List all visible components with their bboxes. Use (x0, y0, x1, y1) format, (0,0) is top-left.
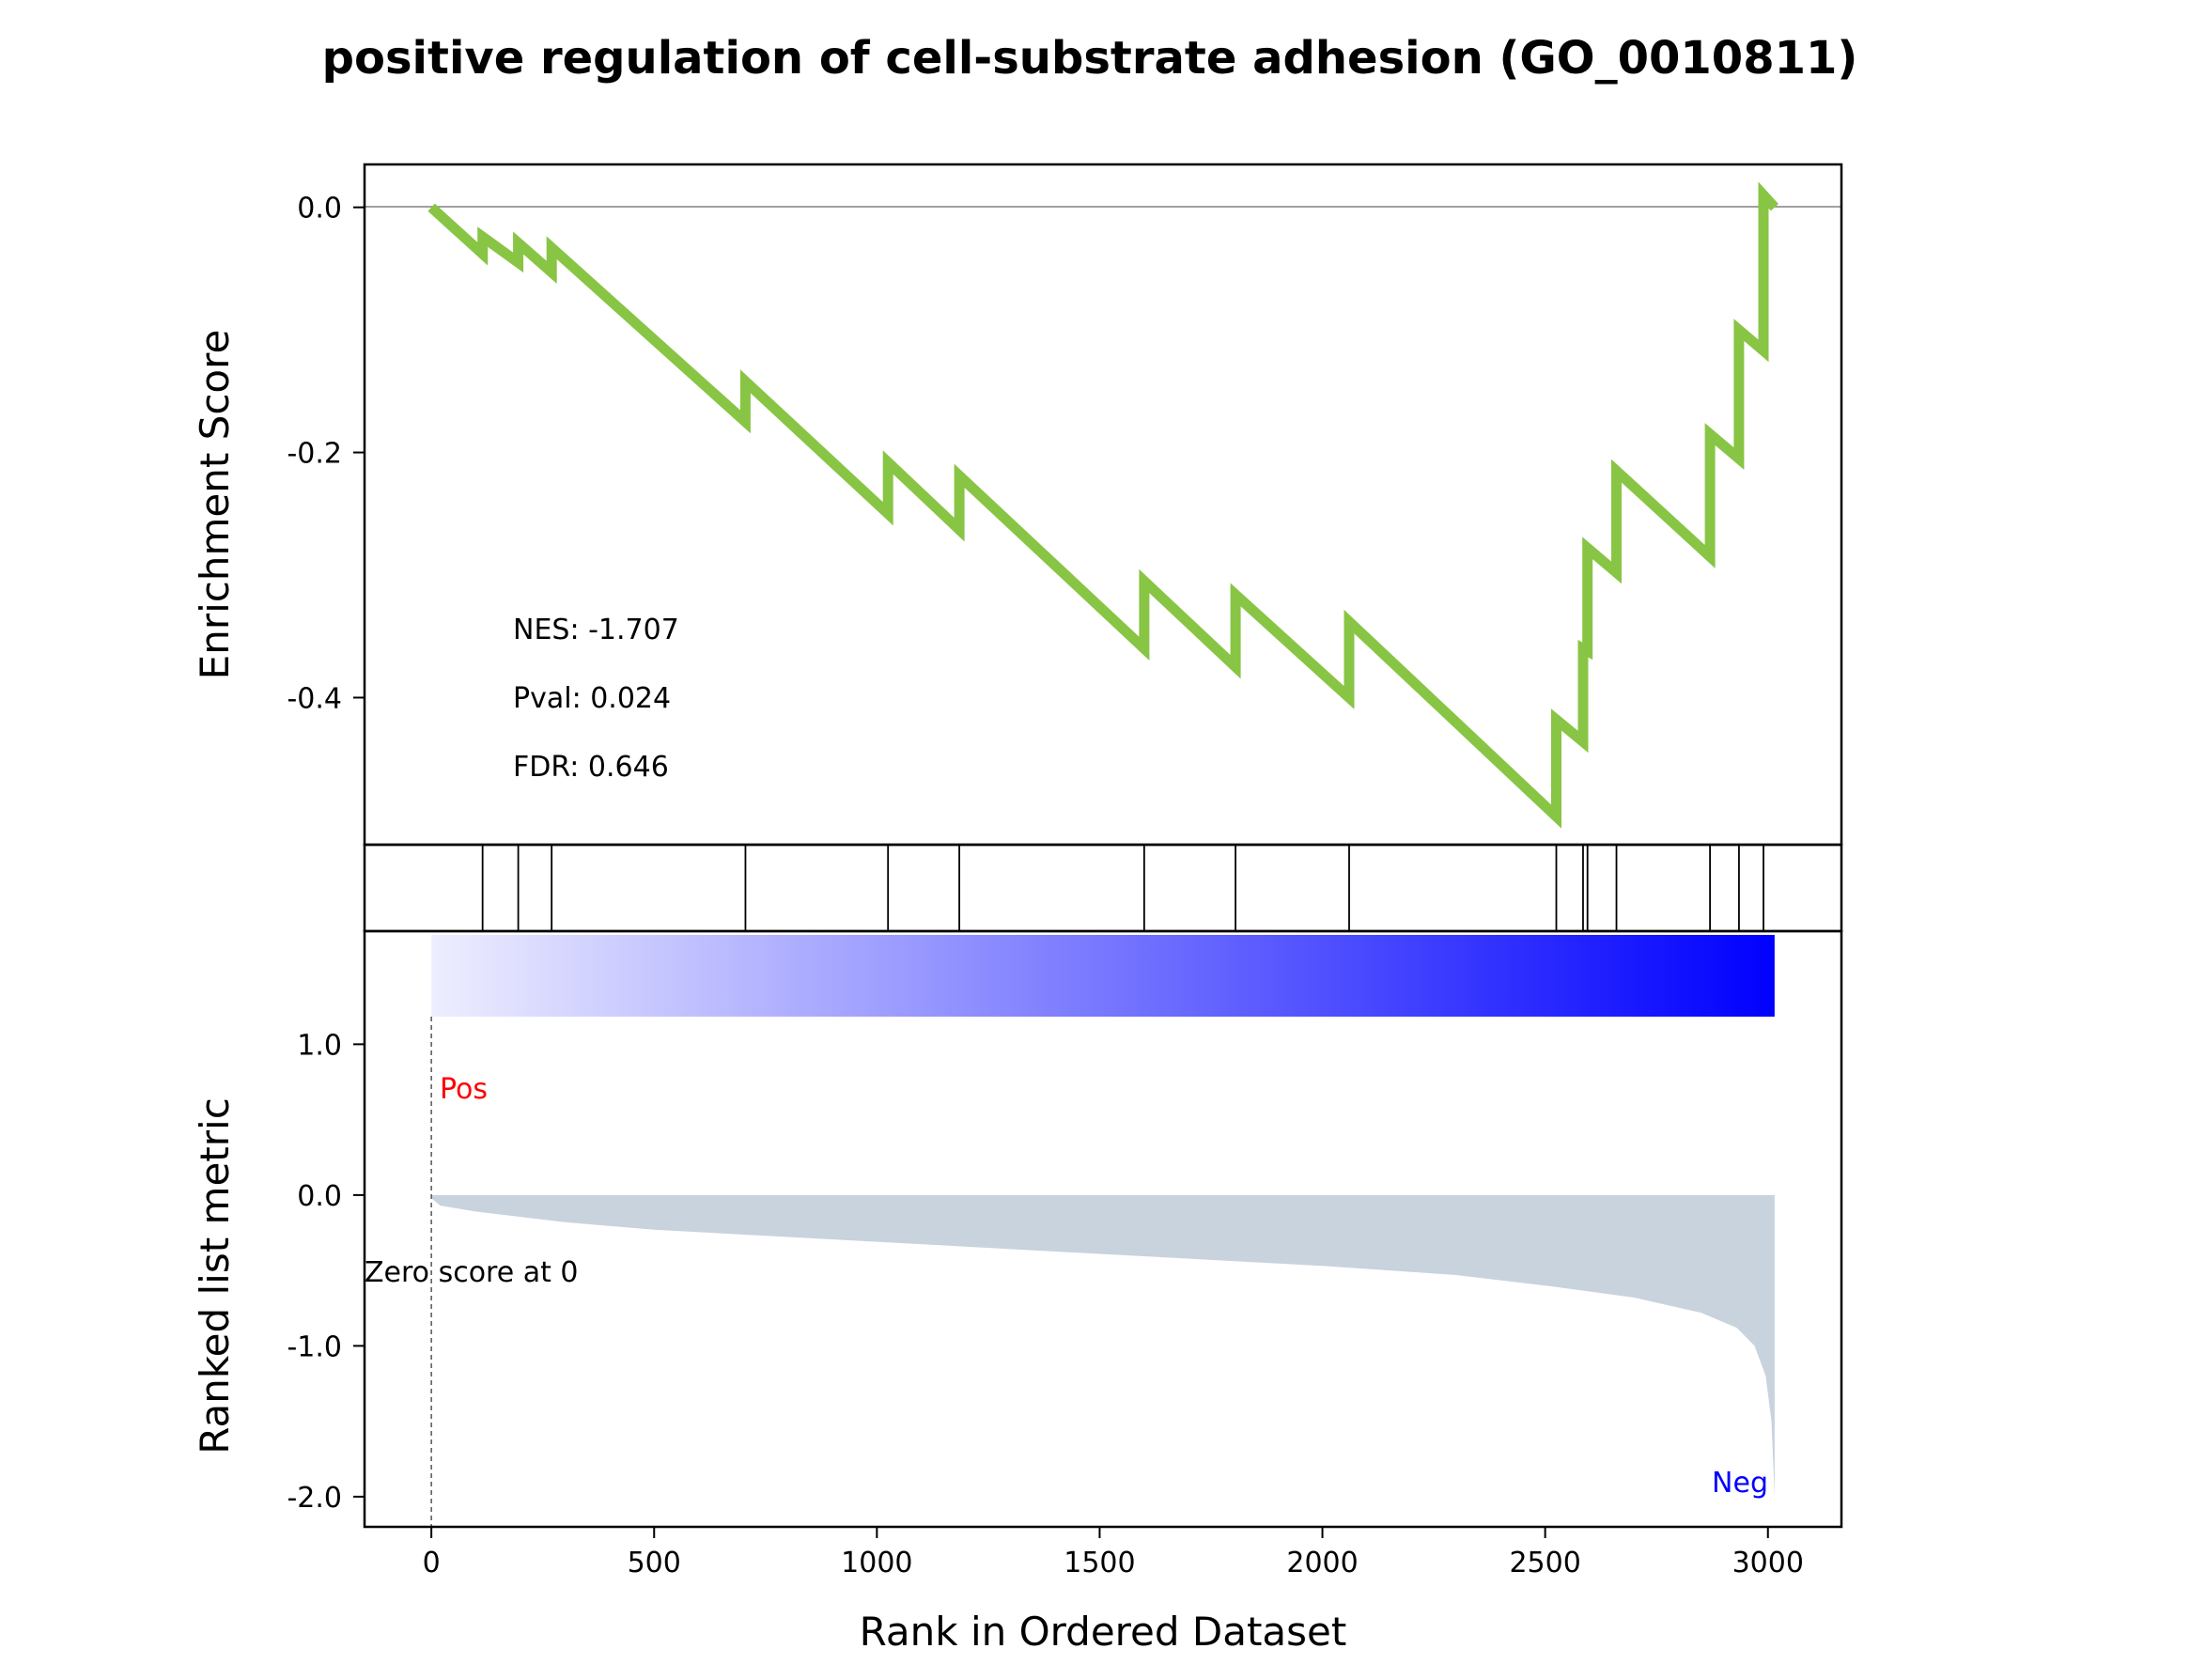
hits-panel (363, 843, 1843, 933)
hits-axes-frame (363, 843, 1843, 933)
rank-ytick-label: 0.0 (297, 1180, 342, 1213)
es-ytick-label: -0.2 (287, 438, 342, 471)
rank-ytick-label: 1.0 (297, 1029, 342, 1062)
neg-label: Neg (1712, 1467, 1768, 1500)
ranked-axes-frame (363, 929, 1843, 1529)
xtick-label: 3000 (1732, 1547, 1804, 1579)
es-ytick-label: -0.4 (287, 682, 342, 715)
pos-label: Pos (440, 1073, 488, 1106)
ranked-panel: Pos Neg Zero score at 0 1.0 0.0 -1.0 -2.0 0… (192, 929, 1843, 1655)
x-axis-label: Rank in Ordered Dataset (860, 1609, 1347, 1655)
xtick-label: 2000 (1286, 1547, 1358, 1579)
es-ytick-label: 0.0 (297, 193, 342, 226)
chart-title: positive regulation of cell-substrate ad… (322, 32, 1858, 85)
xtick-label: 1500 (1064, 1547, 1135, 1579)
xtick-label: 500 (628, 1547, 681, 1579)
xtick-label: 1000 (841, 1547, 912, 1579)
ranked-metric-area (431, 1194, 1775, 1497)
xtick-label: 2500 (1509, 1547, 1580, 1579)
pval-label: Pval: 0.024 (513, 682, 671, 715)
fdr-label: FDR: 0.646 (513, 751, 669, 784)
enrichment-ylabel: Enrichment Score (192, 330, 238, 680)
zero-score-label: Zero score at 0 (365, 1256, 579, 1289)
rank-ytick-label: -1.0 (287, 1330, 342, 1363)
enrichment-panel: 0.0 -0.2 -0.4 Enrichment Score NES: -1.707… (192, 163, 1843, 847)
rank-gradient-bar (431, 935, 1775, 1017)
ranked-ylabel: Ranked list metric (192, 1097, 238, 1454)
rank-ytick-label: -2.0 (287, 1482, 342, 1515)
enrichment-score-line (427, 181, 1778, 829)
xtick-label: 0 (423, 1547, 441, 1579)
nes-label: NES: -1.707 (513, 614, 679, 646)
